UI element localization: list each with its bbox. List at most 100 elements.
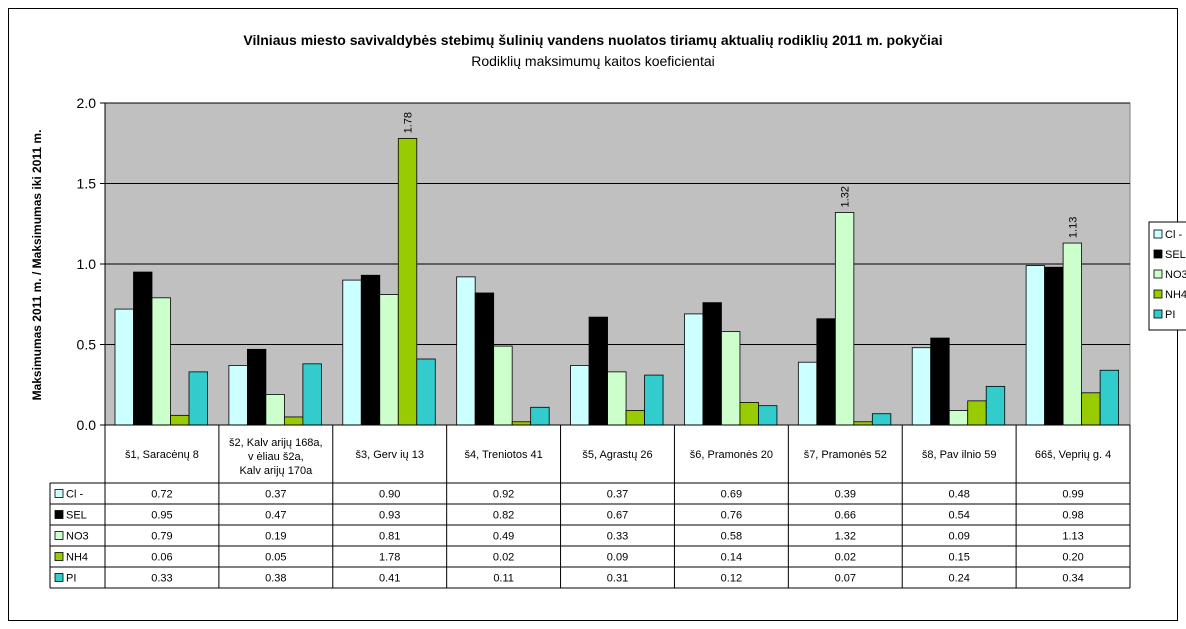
- bar-cl-2: [228, 365, 248, 426]
- table-cell: 0.49: [493, 531, 514, 543]
- table-cell: 0.19: [265, 531, 286, 543]
- table-cell: 0.07: [835, 573, 856, 585]
- bar-no3-1: [151, 297, 171, 426]
- data-table: š1, Saracėnų 8 š2, Kalv arijų 168a, v ėlia…: [49, 425, 1131, 589]
- table-cell: 0.67: [607, 510, 628, 522]
- bar-cl-3: [342, 279, 362, 426]
- x-category-label: š3, Gerv ių 13: [355, 449, 423, 461]
- table-legend-key: [54, 531, 64, 540]
- table-cell: 0.37: [265, 489, 286, 501]
- table-cell: 0.82: [493, 510, 514, 522]
- bar-pi-2: [302, 363, 322, 426]
- x-category-label: š8, Pav ilnio 59: [922, 449, 997, 461]
- data-label: 1.32: [840, 186, 852, 207]
- table-cell: 0.90: [379, 489, 400, 501]
- table-cell: 0.11: [493, 573, 514, 585]
- data-label: 1.13: [1067, 217, 1079, 238]
- x-category-label: 66š, Veprių g. 4: [1035, 449, 1111, 461]
- table-cell: 0.41: [379, 573, 400, 585]
- bar-nh4-1: [170, 414, 190, 426]
- table-cell: 0.02: [835, 552, 856, 564]
- x-category-label: š1, Saracėnų 8: [125, 449, 199, 461]
- bar-sel-2: [246, 348, 267, 426]
- bar-pi-5: [644, 374, 664, 426]
- bar-pi-7: [871, 413, 892, 426]
- table-cell: 0.54: [948, 510, 969, 522]
- bar-pi-9: [1099, 369, 1120, 426]
- table-cell: 0.37: [607, 489, 628, 501]
- table-cell: 0.33: [151, 573, 172, 585]
- table-cell: 0.09: [607, 552, 628, 564]
- table-row-header: Cl -: [66, 489, 83, 501]
- x-category-label: š7, Pramonės 52: [804, 449, 887, 461]
- bar-pi-4: [530, 406, 550, 426]
- chart-title: Vilniaus miesto savivaldybės stebimų šul…: [243, 32, 942, 48]
- table-cell: 1.78: [379, 552, 400, 564]
- table-cell: 1.13: [1062, 531, 1083, 543]
- bar-sel-5: [588, 316, 608, 426]
- data-label: 1.78: [403, 112, 415, 133]
- table-cell: 0.24: [948, 573, 969, 585]
- table-legend-key: [54, 510, 64, 519]
- bar-sel-6: [702, 302, 722, 426]
- legend-key: [1153, 229, 1163, 239]
- table-row-header: NH4: [66, 552, 88, 564]
- bar-no3-7: [834, 212, 855, 426]
- table-cell: 0.34: [1062, 573, 1083, 585]
- bar-pi-6: [758, 405, 778, 426]
- x-category-label: š2, Kalv arijų 168a, v ėliau š2a, Kalv ari…: [229, 437, 323, 477]
- legend-label: SEL: [1165, 249, 1186, 261]
- bar-nh4-5: [625, 410, 645, 426]
- bar-nh4-8: [967, 400, 987, 426]
- bar-cl-8: [911, 347, 932, 426]
- x-category-label: š4, Treniotos 41: [464, 449, 542, 461]
- table-cell: 0.02: [493, 552, 514, 564]
- bar-nh4-9: [1081, 392, 1101, 426]
- y-tick-label: 0.0: [77, 417, 97, 433]
- legend-label: NO3: [1165, 269, 1186, 281]
- table-cell: 0.20: [1062, 552, 1083, 564]
- table-cell: 1.32: [835, 531, 856, 543]
- table-cell: 0.99: [1062, 489, 1083, 501]
- table-cell: 0.93: [379, 510, 400, 522]
- legend-key: [1153, 289, 1163, 299]
- table-cell: 0.47: [265, 510, 286, 522]
- table-cell: 0.79: [151, 531, 172, 543]
- table-cell: 0.81: [379, 531, 400, 543]
- table-cell: 0.92: [493, 489, 514, 501]
- bar-sel-8: [930, 337, 950, 426]
- bar-pi-3: [416, 358, 436, 426]
- legend-key: [1153, 249, 1163, 259]
- legend-label: PI: [1165, 309, 1175, 321]
- table-cell: 0.14: [721, 552, 742, 564]
- y-tick-label: 1.0: [77, 256, 97, 272]
- bar-cl-6: [684, 313, 704, 426]
- bar-nh4-3: [397, 138, 418, 426]
- table-cell: 0.31: [607, 573, 628, 585]
- x-category-label: š6, Pramonės 20: [690, 449, 773, 461]
- bar-no3-8: [948, 410, 969, 426]
- table-cell: 0.76: [721, 510, 742, 522]
- chart-subtitle: Rodiklių maksimumų kaitos koeficientai: [471, 53, 715, 69]
- bar-cl-4: [456, 276, 476, 426]
- table-cell: 0.95: [151, 510, 172, 522]
- bar-sel-9: [1044, 266, 1064, 426]
- bar-nh4-2: [283, 416, 304, 426]
- y-tick-label: 2.0: [77, 95, 97, 111]
- table-cell: 0.69: [721, 489, 742, 501]
- table-cell: 0.15: [948, 552, 969, 564]
- bar-pi-8: [985, 385, 1006, 426]
- table-cell: 0.39: [835, 489, 856, 501]
- bar-no3-4: [493, 345, 513, 426]
- table-cell: 0.33: [607, 531, 628, 543]
- table-cell: 0.48: [948, 489, 969, 501]
- table-cell: 0.06: [151, 552, 172, 564]
- bar-no3-9: [1062, 242, 1083, 426]
- bar-sel-1: [133, 271, 153, 426]
- table-cell: 0.38: [265, 573, 286, 585]
- bar-cl-7: [797, 361, 818, 426]
- legend: Cl - SEL NO3 NH4 PI: [1148, 221, 1186, 331]
- table-cell: 0.12: [721, 573, 742, 585]
- table-row-header: NO3: [66, 531, 89, 543]
